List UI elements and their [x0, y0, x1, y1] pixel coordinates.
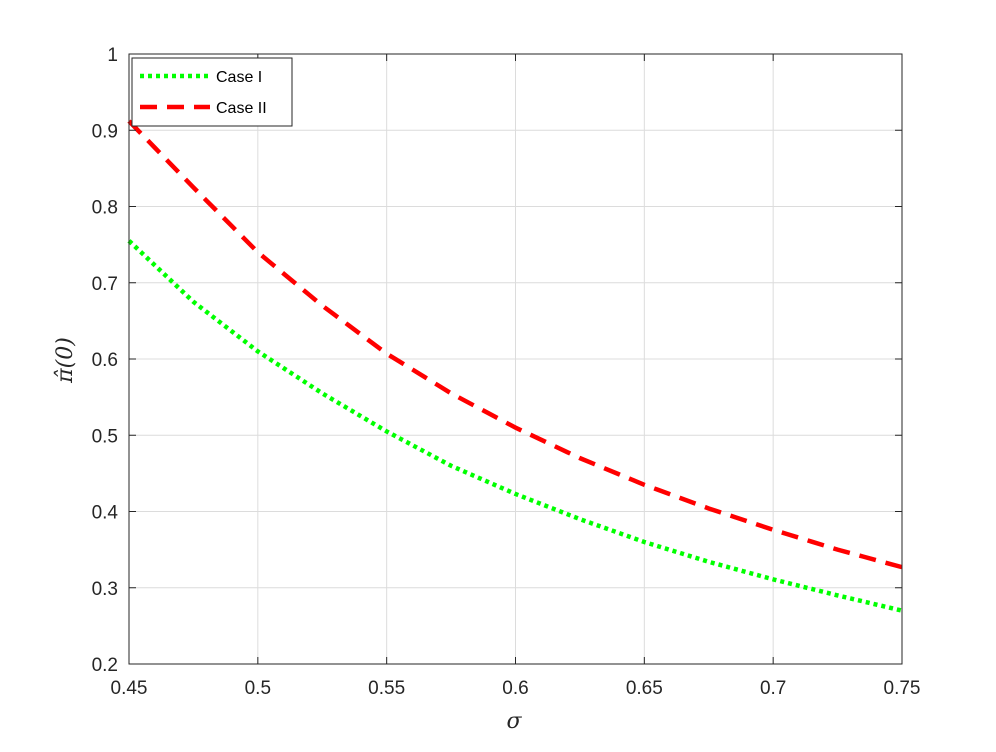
y-tick-label: 0.8 [92, 198, 118, 219]
x-tick-label: 0.65 [626, 678, 663, 699]
legend-box [131, 57, 293, 127]
x-axis-title: σ [506, 709, 522, 734]
y-tick-label: 0.7 [92, 274, 118, 295]
y-tick-label: 0.6 [92, 350, 118, 371]
y-tick-label: 1 [107, 45, 118, 66]
x-tick-label: 0.75 [884, 678, 921, 699]
x-tick-label: 0.5 [245, 678, 271, 699]
legend-label-2: Case II [216, 100, 267, 117]
legend-label-1: Case I [216, 69, 262, 86]
x-tick-label: 0.45 [111, 678, 148, 699]
y-tick-label: 0.3 [92, 579, 118, 600]
x-tick-label: 0.55 [368, 678, 405, 699]
x-tick-label: 0.7 [760, 678, 786, 699]
y-tick-label: 0.5 [92, 426, 118, 447]
y-tick-label: 0.2 [92, 655, 118, 676]
x-tick-label: 0.6 [502, 678, 528, 699]
y-tick-label: 0.4 [92, 503, 119, 524]
series-line-1 [127, 239, 903, 613]
y-axis-title: π̂(0) [53, 337, 78, 384]
y-tick-label: 0.9 [92, 121, 118, 142]
series-line-2 [127, 119, 903, 570]
